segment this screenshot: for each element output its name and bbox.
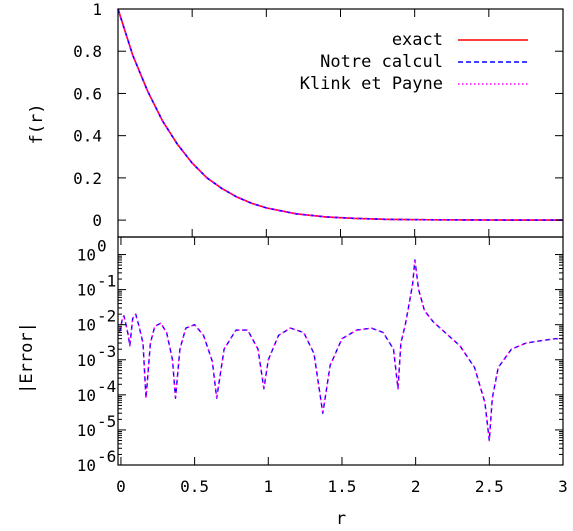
top-y-axis-label: f(r) xyxy=(27,104,47,145)
bottom-y-tick-label: 10 xyxy=(77,421,96,440)
tick-mantissa: 10 xyxy=(77,456,96,475)
bottom-y-tick-exponent: -4 xyxy=(97,377,116,396)
tick-mantissa: 10 xyxy=(77,386,96,405)
top-frame xyxy=(117,8,564,238)
tick-mantissa: 10 xyxy=(77,246,96,265)
tick-mantissa: 10 xyxy=(77,421,96,440)
tick-mantissa: 10 xyxy=(77,351,96,370)
tick-mantissa: 10 xyxy=(77,316,96,335)
bottom-y-tick-exponent: -1 xyxy=(97,272,116,291)
bottom-y-tick-label: 10 xyxy=(77,386,96,405)
bottom-y-tick-exponent: -2 xyxy=(97,307,116,326)
legend-label-2: Klink et Payne xyxy=(300,74,443,94)
legend-label-1: Notre calcul xyxy=(320,52,443,72)
top-y-tick-label: 0.4 xyxy=(73,127,102,146)
bottom-curves xyxy=(118,259,563,442)
legend-label-0: exact xyxy=(392,30,443,50)
top-y-tick-label: 0 xyxy=(92,211,102,230)
bottom-x-tick-label: 1.5 xyxy=(328,477,357,496)
bottom-x-tick-label: 3 xyxy=(558,477,568,496)
bottom-x-tick-label: 2.5 xyxy=(475,477,504,496)
tick-mantissa: 10 xyxy=(77,281,96,300)
top-y-tick-label: 0.2 xyxy=(73,169,102,188)
bottom-y-tick-label: 10 xyxy=(77,316,96,335)
x-axis-label: r xyxy=(336,509,346,529)
top-series-line-2 xyxy=(117,8,564,221)
bottom-y-tick-label: 10 xyxy=(77,246,96,265)
top-curves xyxy=(117,8,564,221)
bottom-x-tick-label: 1 xyxy=(263,477,273,496)
bottom-frame xyxy=(117,236,564,466)
bottom-panel: 10 010 -110 -210 -310 -410 -510 -60 0.5 1 1.5 2 2.5 3… xyxy=(17,236,568,529)
bottom-y-tick-exponent: -6 xyxy=(97,447,116,466)
bottom-y-axis-label: |Error| xyxy=(17,322,37,394)
top-y-tick-label: 1 xyxy=(92,0,102,19)
bottom-series-line-0 xyxy=(118,259,563,442)
bottom-ticks: 10 010 -110 -210 -310 -410 -510 -60 0.5 1 1.5 2 2.5 3 xyxy=(77,237,568,496)
top-y-tick-label: 0.6 xyxy=(73,84,102,103)
bottom-x-tick-label: 0.5 xyxy=(180,477,209,496)
bottom-y-tick-label: 10 xyxy=(77,351,96,370)
bottom-y-tick-exponent: -3 xyxy=(97,342,116,361)
bottom-y-tick-label: 10 xyxy=(77,281,96,300)
bottom-y-tick-exponent: 0 xyxy=(97,237,107,256)
bottom-x-tick-label: 0 xyxy=(116,477,126,496)
bottom-y-tick-exponent: -5 xyxy=(97,412,116,431)
bottom-x-tick-label: 2 xyxy=(411,477,421,496)
bottom-series-line-1 xyxy=(118,259,563,442)
bottom-y-tick-label: 10 xyxy=(77,456,96,475)
top-y-tick-label: 0.8 xyxy=(73,42,102,61)
top-ticks: 0 0.2 0.4 0.6 0.8 1 xyxy=(73,0,564,237)
